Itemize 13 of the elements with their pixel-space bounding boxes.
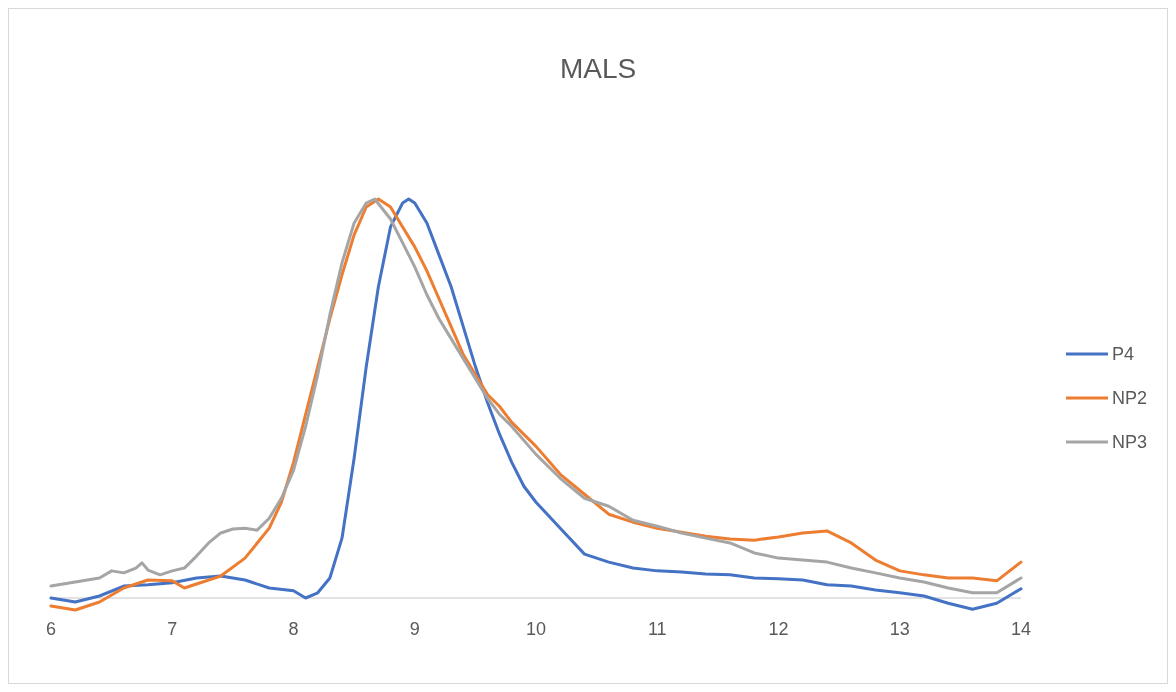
- x-tick-label: 8: [288, 619, 299, 639]
- x-tick-label: 11: [647, 619, 667, 639]
- x-tick-label: 13: [889, 619, 910, 639]
- x-tick-label: 12: [768, 619, 789, 639]
- x-tick-label: 14: [1010, 619, 1032, 639]
- legend-label: NP3: [1112, 432, 1148, 452]
- x-tick-label: 9: [409, 619, 420, 639]
- x-tick-label: 7: [167, 619, 178, 639]
- x-tick-label: 6: [45, 619, 57, 639]
- legend-label: NP2: [1112, 388, 1148, 408]
- legend-label: P4: [1112, 344, 1135, 364]
- x-tick-label: 10: [525, 619, 547, 639]
- chart-title: MALS: [559, 53, 637, 84]
